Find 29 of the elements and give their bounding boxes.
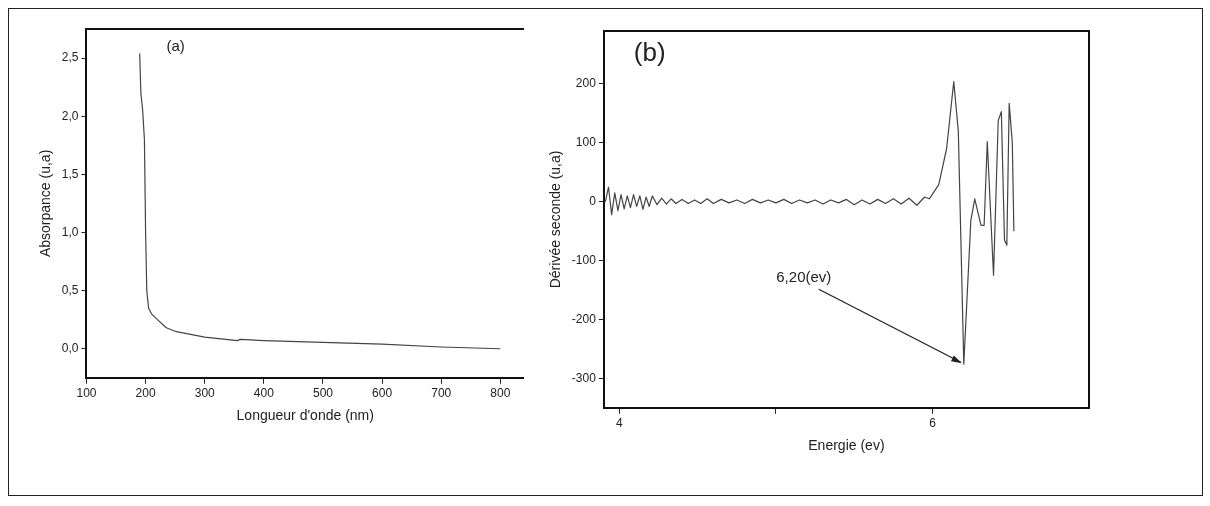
y-axis-title: Absorpance (u,a) <box>37 149 54 258</box>
y-tick-label: 1,0 <box>61 224 79 239</box>
x-tick-label: 200 <box>135 386 156 401</box>
y-tick-label: 2,0 <box>61 108 79 123</box>
y-tick-label: -300 <box>571 370 597 385</box>
x-tick-label: 700 <box>431 386 452 401</box>
text: (a) <box>166 36 185 54</box>
y-tick-label: 0,5 <box>61 282 79 297</box>
x-tick-label: 600 <box>372 386 393 401</box>
x-axis-title: Energie (ev) <box>808 437 885 454</box>
y-tick-label: -200 <box>571 311 597 326</box>
x-tick-label: 4 <box>616 416 624 431</box>
x-tick-label: 100 <box>76 386 97 401</box>
x-tick-label: 500 <box>312 386 334 401</box>
y-tick-label: 1,5 <box>61 166 79 181</box>
x-axis-title: Longueur d'onde (nm) <box>236 407 374 424</box>
annotation: 6,20(ev) <box>776 267 832 285</box>
x-tick-label: 300 <box>194 386 216 401</box>
x-tick-label: 400 <box>253 386 275 401</box>
y-axis-title: Dérivée seconde (u,a) <box>547 150 564 289</box>
y-tick-label: 100 <box>575 135 597 150</box>
chart-title: (b) <box>633 37 666 68</box>
y-tick-label: 0,0 <box>61 341 79 356</box>
y-tick-label: -100 <box>571 252 597 267</box>
y-tick-label: 0 <box>589 194 597 209</box>
x-tick-label: 800 <box>490 386 511 401</box>
y-tick-label: 2,5 <box>61 50 79 65</box>
y-tick-label: 200 <box>575 76 597 91</box>
x-tick-label: 6 <box>929 416 937 431</box>
